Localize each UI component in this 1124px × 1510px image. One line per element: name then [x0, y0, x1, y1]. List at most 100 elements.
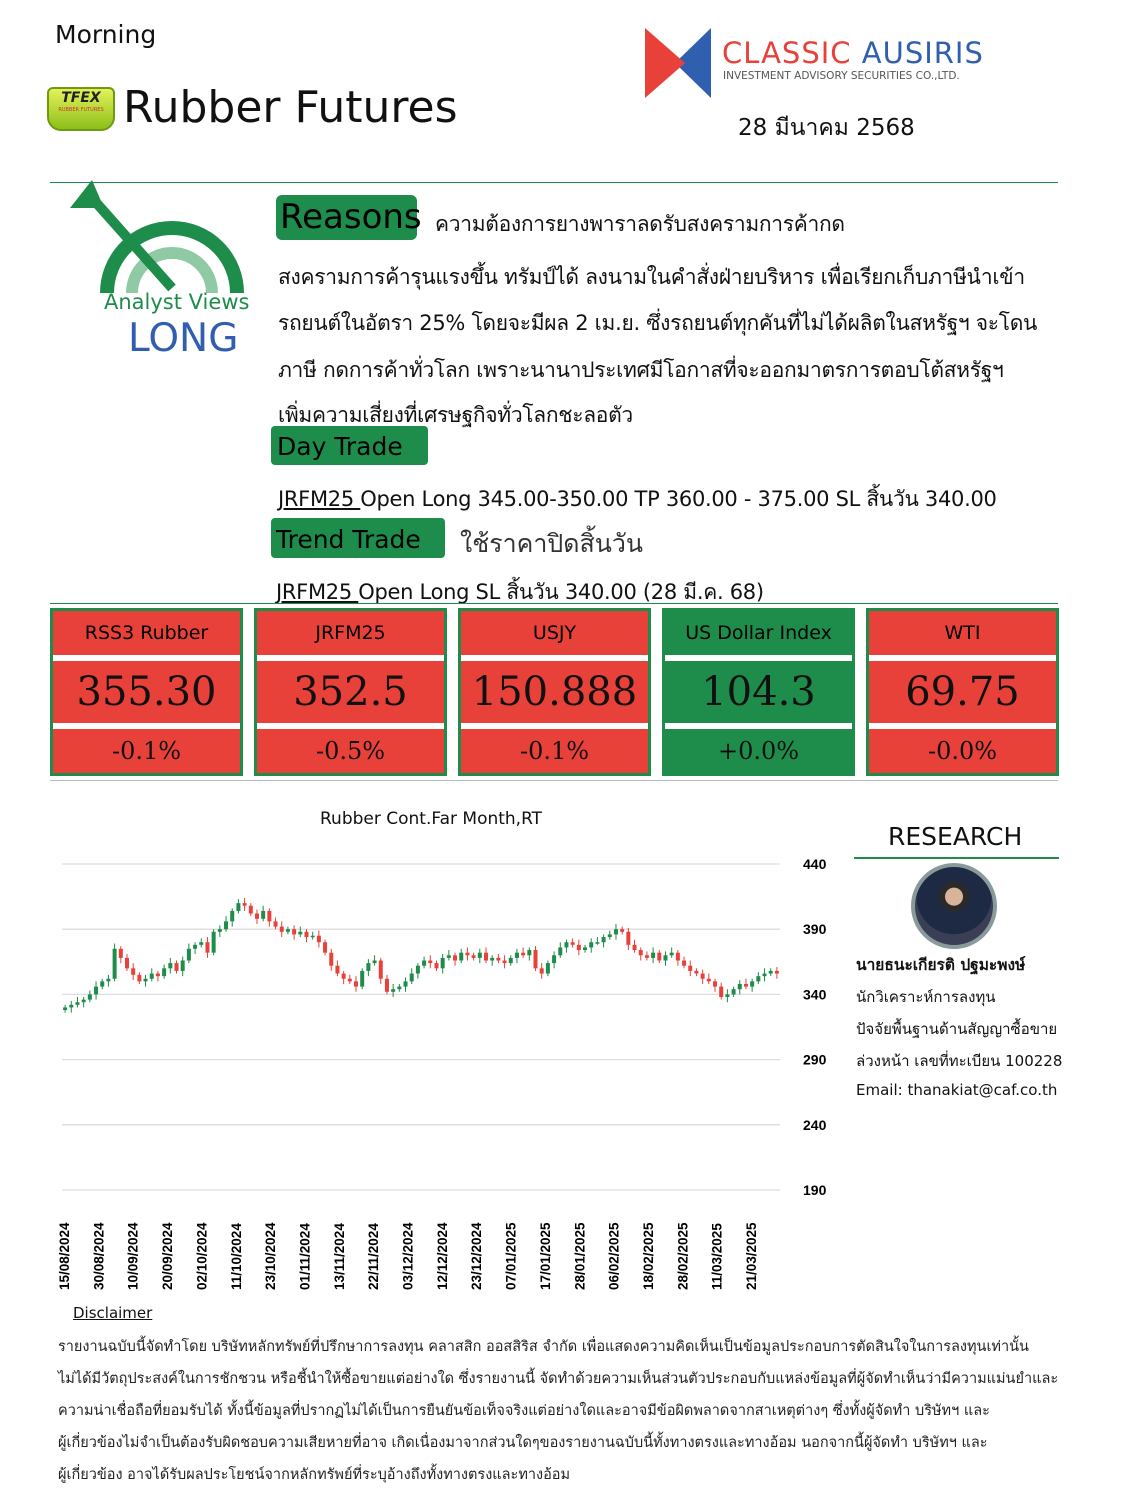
analyst-role: นักวิเคราะห์การลงทุน — [856, 988, 996, 1006]
candle-body — [527, 950, 532, 956]
candle-body — [199, 942, 204, 945]
candle-body — [137, 974, 142, 982]
x-tick-label: 28/01/2025 — [572, 1222, 587, 1290]
ticker-change: -0.5% — [315, 737, 386, 765]
ticker-card: JRFM25 352.5 -0.5% — [254, 608, 447, 776]
day-trade-symbol: JRFM25 — [278, 487, 361, 511]
analyst-avatar — [911, 863, 997, 949]
x-tick-label: 07/01/2025 — [504, 1222, 519, 1290]
ticker-change: +0.0% — [717, 737, 800, 765]
candle-body — [279, 926, 284, 932]
candle-body — [323, 942, 328, 953]
candle-body — [613, 929, 618, 935]
candle-body — [236, 903, 241, 911]
candle-body — [347, 978, 352, 982]
candle-body — [576, 944, 581, 951]
candle-body — [564, 942, 569, 948]
ticker-value: 150.888 — [471, 669, 638, 715]
ticker-name: JRFM25 — [315, 622, 386, 644]
candle-body — [725, 994, 730, 998]
candle-body — [453, 955, 458, 961]
ticker-card: RSS3 Rubber 355.30 -0.1% — [50, 608, 243, 776]
trend-trade-plan: JRFM25 Open Long SL สิ้นวัน 340.00 (28 ม… — [276, 576, 764, 609]
x-tick-label: 02/10/2024 — [194, 1222, 209, 1290]
divider — [854, 857, 1059, 859]
trend-trade-badge: Trend Trade — [271, 518, 445, 558]
candle-body — [298, 931, 303, 935]
candle-body — [632, 944, 637, 951]
y-tick-label: 190 — [803, 1182, 827, 1198]
candle-body — [669, 952, 674, 956]
separator — [869, 723, 1056, 729]
x-tick-label: 10/09/2024 — [126, 1222, 141, 1290]
trend-trade-text: Open Long SL สิ้นวัน 340.00 (28 มี.ค. 68… — [358, 580, 764, 604]
candle-body — [762, 973, 767, 977]
separator — [665, 655, 852, 661]
analyst-email[interactable]: Email: thanakiat@caf.co.th — [856, 1081, 1058, 1099]
candle-body — [471, 955, 476, 958]
ticker-card: USJY 150.888 -0.1% — [458, 608, 651, 776]
candle-body — [514, 952, 519, 958]
candle-body — [391, 989, 396, 992]
analyst-views-label: Analyst Views — [104, 290, 250, 314]
candle-body — [174, 963, 179, 971]
candle-body — [131, 968, 136, 975]
ticker-value: 104.3 — [701, 669, 816, 715]
edition-label: Morning — [55, 20, 157, 49]
candle-body — [316, 935, 321, 943]
candle-body — [248, 905, 253, 914]
ticker-name: RSS3 Rubber — [84, 622, 209, 644]
x-tick-label: 12/12/2024 — [435, 1222, 450, 1290]
ticker-value: 355.30 — [76, 669, 217, 715]
candle-body — [242, 903, 247, 906]
candle-body — [285, 929, 290, 932]
separator — [461, 723, 648, 729]
candle-body — [422, 960, 427, 966]
candle-body — [415, 965, 420, 974]
ticker-name: USJY — [532, 622, 577, 644]
candle-body — [94, 986, 99, 995]
candle-body — [149, 973, 154, 979]
tfex-badge-icon: TFEX RUBBER FUTURES — [47, 87, 115, 131]
candle-body — [87, 994, 92, 1000]
candle-body — [372, 960, 377, 964]
x-tick-label: 13/11/2024 — [332, 1223, 347, 1290]
candle-body — [626, 931, 631, 945]
separator — [869, 655, 1056, 661]
ticker-card: US Dollar Index 104.3 +0.0% — [662, 608, 855, 776]
candle-body — [292, 929, 297, 935]
candle-body — [124, 957, 129, 969]
candle-body — [230, 910, 235, 922]
candle-body — [409, 973, 414, 982]
candle-body — [211, 931, 216, 953]
ticker-value: 69.75 — [905, 669, 1020, 715]
candle-body — [583, 947, 588, 951]
day-trade-label: Day Trade — [277, 432, 403, 461]
candle-body — [589, 942, 594, 948]
candle-body — [644, 955, 649, 958]
chart-title: Rubber Cont.Far Month,RT — [320, 809, 543, 829]
candle-body — [446, 955, 451, 958]
candle-body — [428, 960, 433, 964]
candle-body — [490, 957, 495, 961]
ticker-name: US Dollar Index — [685, 622, 832, 644]
reasons-line: สงครามการค้ารุนแรงขึ้น ทรัมป์ได้ ลงนามใน… — [278, 265, 1025, 289]
candle-body — [100, 981, 105, 987]
ticker-value: 352.5 — [293, 669, 408, 715]
candle-body — [205, 942, 210, 953]
x-tick-label: 20/09/2024 — [160, 1222, 175, 1290]
candle-body — [663, 955, 668, 961]
candle-body — [360, 970, 365, 987]
divider — [50, 780, 1058, 781]
candle-body — [378, 960, 383, 979]
separator — [461, 655, 648, 661]
candle-body — [601, 937, 606, 943]
report-date: 28 มีนาคม 2568 — [738, 115, 915, 141]
candle-body — [384, 978, 389, 992]
separator — [665, 723, 852, 729]
ticker-change: -0.0% — [927, 737, 998, 765]
candle-body — [304, 931, 309, 938]
candle-body — [713, 981, 718, 987]
brand-name-1: CLASSIC — [722, 36, 852, 70]
separator — [257, 723, 444, 729]
